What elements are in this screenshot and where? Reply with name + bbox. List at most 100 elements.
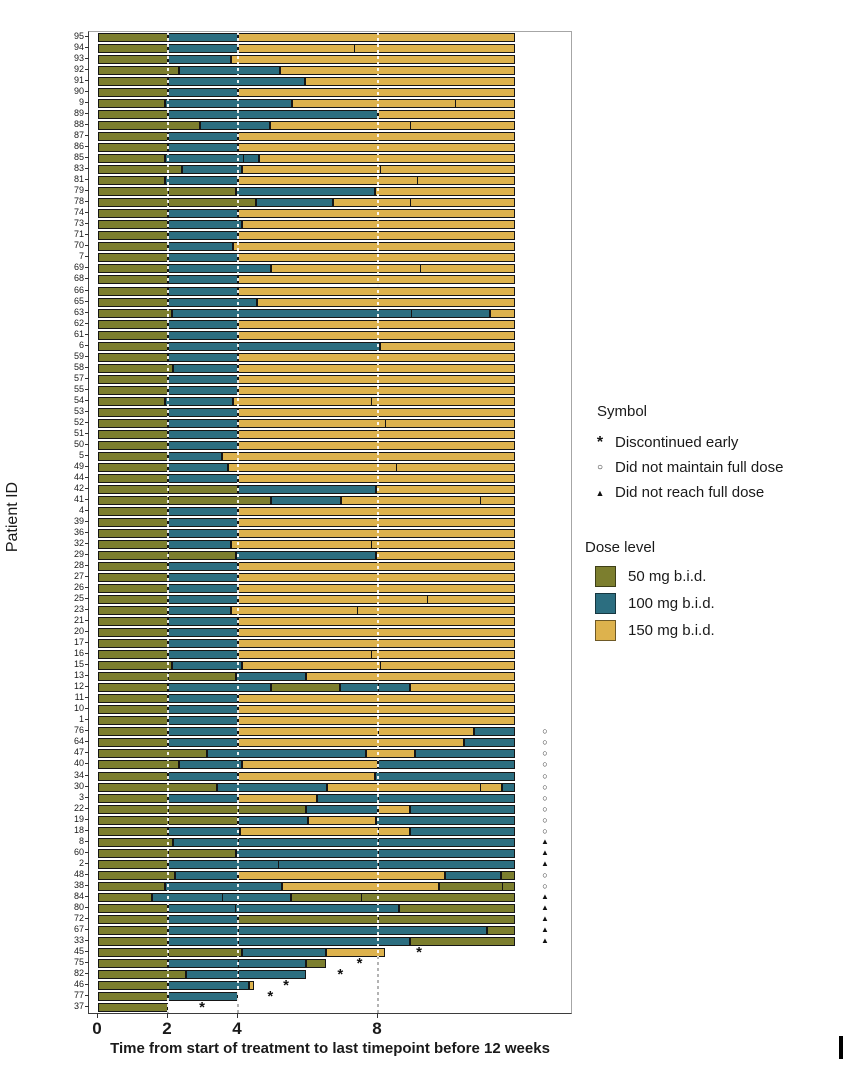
dose-bar-segment (98, 275, 168, 285)
dose-bar-segment (98, 363, 174, 373)
dose-bar-segment (168, 88, 238, 98)
segment-divider (455, 99, 456, 109)
dose-bar-segment (316, 793, 515, 803)
y-tick (85, 278, 89, 280)
dose-bar-segment (168, 936, 410, 946)
dose-bar-segment (168, 264, 272, 274)
legend: Symbol * Discontinued early ○ Did not maint… (585, 403, 845, 643)
dose-bar-segment (168, 374, 238, 384)
dose-bar-segment (486, 925, 515, 935)
circle-marker: ○ (542, 792, 548, 803)
y-tick (85, 763, 89, 765)
y-tick (85, 36, 89, 37)
y-tick (85, 609, 89, 611)
dose-bar-segment (98, 771, 168, 781)
circle-marker: ○ (542, 770, 548, 781)
y-tick (85, 873, 89, 875)
legend-dose-item: 100 mg b.i.d. (585, 590, 845, 616)
patient-id-label: 68 (73, 273, 84, 284)
dose-bar-segment (98, 121, 200, 131)
dose-bar-segment (98, 881, 165, 891)
dose-bar-segment (98, 694, 168, 704)
patient-id-label: 19 (73, 813, 84, 824)
dose-bar-segment (168, 440, 238, 450)
patient-id-label: 25 (73, 593, 84, 604)
dose-bar-segment (168, 506, 238, 516)
dose-bar-segment (98, 617, 168, 627)
y-tick (85, 58, 89, 60)
dose-bar-segment (502, 782, 515, 792)
dose-bar-segment (409, 936, 515, 946)
patient-id-label: 30 (73, 780, 84, 791)
patient-id-label: 95 (73, 31, 84, 41)
patient-id-label: 18 (73, 824, 84, 835)
y-tick (85, 884, 89, 886)
patient-id-label: 63 (73, 306, 84, 317)
y-tick (85, 377, 89, 379)
patient-id-label: 55 (73, 383, 84, 394)
dose-bar-segment (259, 154, 515, 164)
y-tick (85, 69, 89, 71)
dose-bar-segment (168, 209, 238, 219)
patient-id-label: 33 (73, 934, 84, 945)
dose-bar-segment (98, 462, 168, 472)
y-tick (85, 862, 89, 864)
patient-id-label: 13 (73, 670, 84, 681)
patient-id-label: 52 (73, 416, 84, 427)
dose-bar-segment (341, 495, 515, 505)
patient-id-label: 78 (73, 196, 84, 207)
segment-divider (222, 892, 224, 902)
dose-bar-segment (98, 506, 168, 516)
circle-marker: ○ (542, 737, 548, 748)
dose-bar-segment (98, 914, 168, 924)
dose-bar-segment (164, 881, 282, 891)
dose-swatch (595, 619, 616, 641)
patient-id-label: 10 (73, 703, 84, 714)
y-tick (85, 653, 89, 655)
y-tick (85, 190, 89, 192)
y-tick (85, 719, 89, 721)
patient-id-label: 84 (73, 890, 84, 901)
dose-bar-segment (98, 209, 168, 219)
legend-dose-label: 150 mg b.i.d. (628, 621, 715, 639)
circle-marker: ○ (542, 880, 548, 891)
patient-id-label: 70 (73, 240, 84, 251)
dose-bar-segment (168, 297, 258, 307)
dose-bar-segment (98, 716, 168, 726)
dose-bar-segment (222, 451, 515, 461)
dose-bar-segment (376, 815, 515, 825)
patient-id-label: 12 (73, 681, 84, 692)
segment-divider (479, 782, 481, 792)
triangle-marker: ▲ (541, 935, 549, 945)
dose-bar-segment (168, 341, 380, 351)
segment-divider (502, 881, 504, 891)
dose-bar-segment (98, 540, 168, 550)
dose-bar-segment (168, 143, 238, 153)
dose-bar-segment (98, 220, 168, 230)
y-tick (85, 741, 89, 743)
segment-divider (353, 44, 355, 54)
asterisk-marker: * (356, 954, 363, 972)
dose-bar-segment (168, 253, 238, 263)
y-tick (85, 895, 89, 897)
segment-divider (243, 154, 245, 164)
patient-id-label: 6 (78, 339, 84, 350)
circle-marker: ○ (542, 869, 548, 880)
y-tick (85, 664, 89, 666)
dose-bar-segment (168, 617, 238, 627)
dose-bar-segment (257, 297, 515, 307)
x-tick-label: 2 (162, 1019, 172, 1038)
dose-bar-segment (98, 628, 168, 638)
dose-bar-segment (239, 826, 410, 836)
legend-symbol-label: Did not reach full dose (615, 484, 765, 501)
y-tick (85, 344, 89, 346)
dose-bar-segment (168, 683, 272, 693)
dose-bar-segment (236, 848, 515, 858)
patient-id-label: 32 (73, 538, 84, 549)
dose-bar-segment (98, 198, 256, 208)
dose-bar-segment (98, 573, 168, 583)
y-tick (85, 642, 89, 644)
dose-bar-segment (271, 264, 515, 274)
dose-bar-segment (171, 661, 242, 671)
triangle-marker: ▲ (541, 902, 549, 912)
